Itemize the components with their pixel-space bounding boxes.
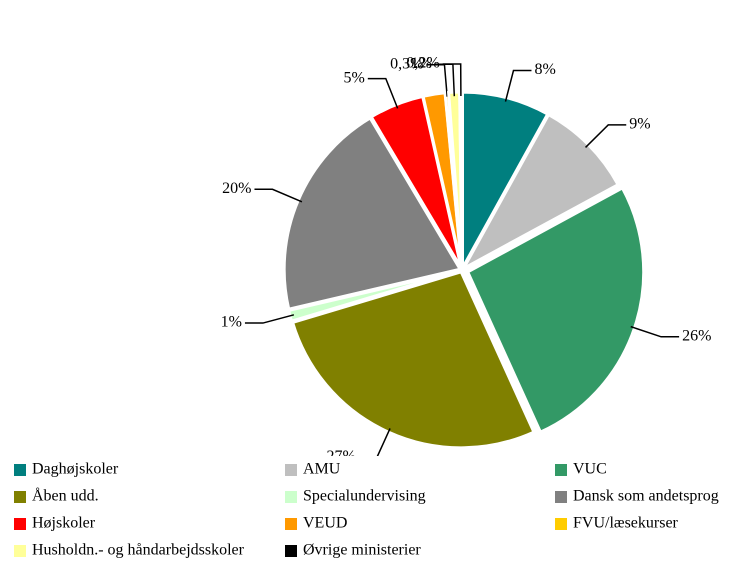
legend-background [0,456,744,569]
leader-line [367,77,399,109]
legend-swatch [555,464,567,476]
legend-swatch [555,491,567,503]
legend-swatch [14,545,26,557]
leader-line [504,69,532,102]
legend-swatch [14,464,26,476]
legend-label: Åben udd. [32,487,99,505]
leader-line [442,63,462,97]
leader-line [630,325,680,338]
data-label: 1% [221,314,242,331]
data-label: 5% [343,69,364,86]
leader-line [244,314,295,324]
legend-label: VEUD [303,515,347,532]
legend-label: VUC [573,461,607,478]
leader-line [584,124,627,148]
legend-label: Husholdn.- og håndarbejdsskoler [32,542,245,559]
legend-swatch [555,518,567,530]
legend-label: Dansk som andetsprog [573,488,719,505]
leader-line [254,188,303,203]
legend-swatch [285,518,297,530]
legend-label: FVU/læsekurser [573,515,679,532]
data-label: 1% [411,55,432,72]
data-label: 20% [222,180,251,197]
data-label: 9% [629,116,650,133]
legend-swatch [14,518,26,530]
legend-swatch [285,491,297,503]
leader-line [358,428,391,459]
data-label: 0,2% [406,55,439,72]
legend-label: Højskoler [32,515,96,532]
data-label: 8% [534,61,555,78]
legend-swatch [14,491,26,503]
legend-swatch [285,545,297,557]
legend-label: Daghøjskoler [32,461,119,478]
legend-label: AMU [303,461,341,478]
legend-label: Specialundervising [303,488,426,505]
data-label: 26% [682,327,711,344]
legend-label: Øvrige ministerier [303,542,421,559]
legend-swatch [285,464,297,476]
data-label: 0,3% [390,55,423,72]
